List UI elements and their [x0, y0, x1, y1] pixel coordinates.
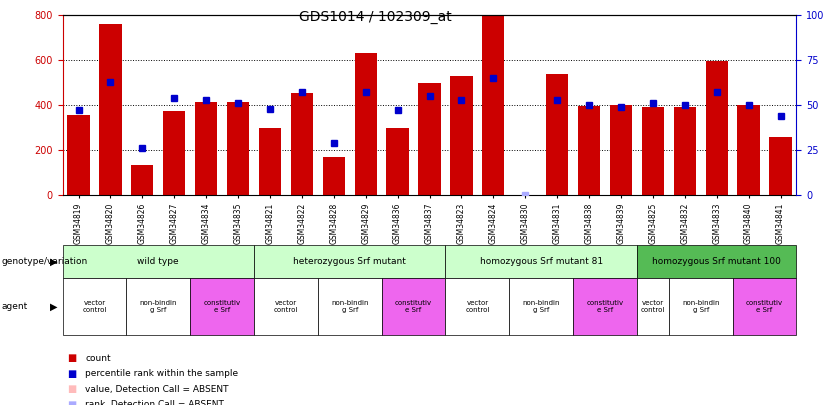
Bar	[546, 73, 568, 195]
Text: vector
control: vector control	[465, 300, 490, 313]
Text: vector
control: vector control	[83, 300, 107, 313]
Bar	[131, 164, 153, 195]
Text: constitutiv
e Srf: constitutiv e Srf	[203, 300, 241, 313]
Text: count: count	[85, 354, 111, 363]
Bar	[163, 111, 185, 195]
Text: ▶: ▶	[51, 256, 58, 266]
Text: wild type: wild type	[138, 257, 179, 266]
Bar	[323, 157, 345, 195]
Text: non-bindin
g Srf: non-bindin g Srf	[682, 300, 720, 313]
Bar	[195, 102, 218, 195]
Bar	[259, 128, 281, 195]
Bar	[641, 107, 664, 195]
Text: genotype/variation: genotype/variation	[2, 257, 88, 266]
Text: non-bindin
g Srf: non-bindin g Srf	[331, 300, 369, 313]
Text: homozygous Srf mutant 100: homozygous Srf mutant 100	[652, 257, 781, 266]
Text: non-bindin
g Srf: non-bindin g Srf	[522, 300, 560, 313]
Bar	[68, 115, 90, 195]
Bar	[450, 76, 473, 195]
Bar	[674, 107, 696, 195]
Text: ■: ■	[67, 369, 76, 379]
Bar	[419, 83, 440, 195]
Bar	[610, 105, 632, 195]
Text: non-bindin
g Srf: non-bindin g Srf	[139, 300, 177, 313]
Text: heterozygous Srf mutant: heterozygous Srf mutant	[294, 257, 406, 266]
Text: agent: agent	[2, 302, 28, 311]
Bar	[482, 16, 505, 195]
Text: vector
control: vector control	[274, 300, 298, 313]
Text: vector
control: vector control	[641, 300, 665, 313]
Bar	[291, 93, 313, 195]
Text: rank, Detection Call = ABSENT: rank, Detection Call = ABSENT	[85, 400, 224, 405]
Text: homozygous Srf mutant 81: homozygous Srf mutant 81	[480, 257, 603, 266]
Text: ■: ■	[67, 384, 76, 394]
Text: ■: ■	[67, 354, 76, 363]
Bar	[99, 24, 122, 195]
Text: GDS1014 / 102309_at: GDS1014 / 102309_at	[299, 10, 452, 24]
Text: constitutiv
e Srf: constitutiv e Srf	[746, 300, 783, 313]
Text: value, Detection Call = ABSENT: value, Detection Call = ABSENT	[85, 385, 229, 394]
Bar	[578, 106, 600, 195]
Text: constitutiv
e Srf: constitutiv e Srf	[586, 300, 624, 313]
Bar	[706, 61, 728, 195]
Text: ▶: ▶	[51, 301, 58, 311]
Bar	[354, 53, 377, 195]
Text: ■: ■	[67, 400, 76, 405]
Bar	[737, 105, 760, 195]
Text: percentile rank within the sample: percentile rank within the sample	[85, 369, 239, 378]
Bar	[769, 136, 791, 195]
Bar	[386, 128, 409, 195]
Text: constitutiv
e Srf: constitutiv e Srf	[395, 300, 432, 313]
Bar	[227, 102, 249, 195]
